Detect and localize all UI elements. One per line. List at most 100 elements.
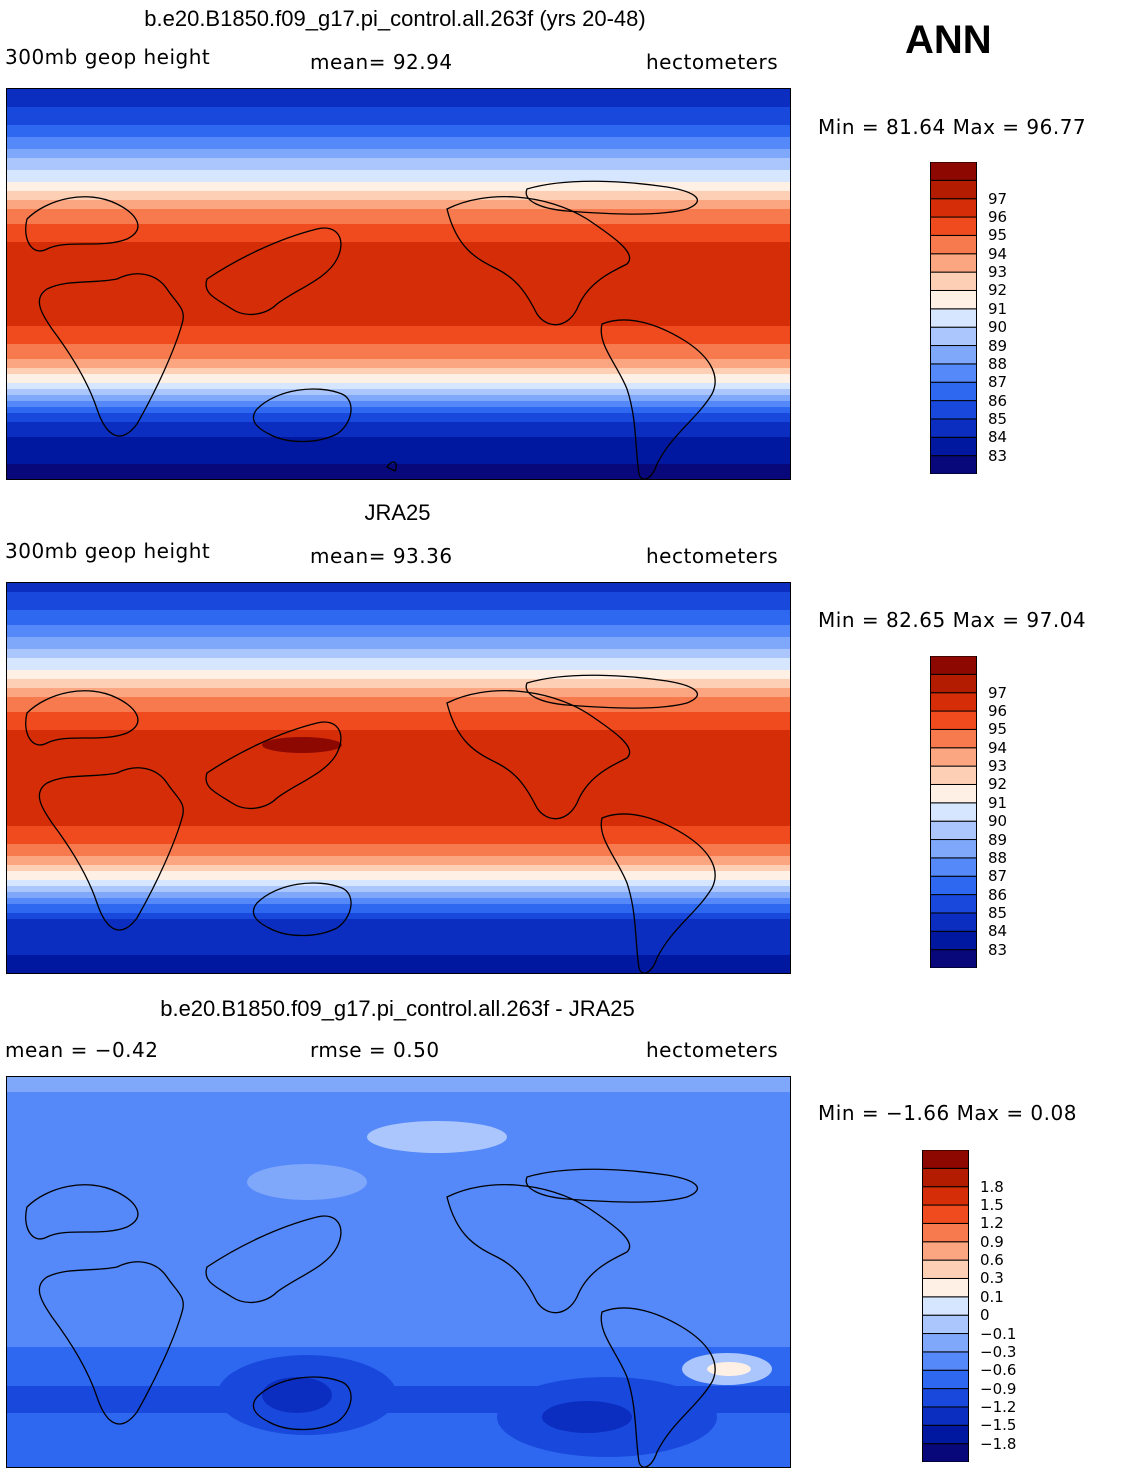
contour-band xyxy=(7,778,790,782)
contour-band xyxy=(7,970,790,973)
contour-band xyxy=(7,841,790,845)
contour-band xyxy=(7,347,790,351)
contour-band xyxy=(7,769,790,773)
contour-band xyxy=(7,392,790,396)
contour-band xyxy=(7,317,790,321)
panel1-minmax-label: Min = 81.64 Max = 96.77 xyxy=(818,115,1087,139)
colorbar-tick-label: 88 xyxy=(988,354,1008,373)
contour-band xyxy=(7,206,790,210)
contour-band xyxy=(7,829,790,833)
contour-band xyxy=(7,649,790,653)
colorbar-box xyxy=(930,418,977,438)
contour-band xyxy=(7,1155,790,1159)
contour-band xyxy=(7,763,790,767)
contour-band xyxy=(7,1389,790,1393)
contour-band xyxy=(7,1422,790,1426)
colorbar-box xyxy=(930,783,977,804)
contour-band xyxy=(7,167,790,171)
contour-band xyxy=(7,395,790,399)
colorbar-box xyxy=(922,1443,969,1462)
contour-band xyxy=(7,949,790,953)
contour-band xyxy=(7,1425,790,1429)
contour-band xyxy=(7,859,790,863)
contour-band xyxy=(7,155,790,159)
colorbar-tick-label: 95 xyxy=(988,720,1008,739)
contour-band xyxy=(7,1152,790,1156)
contour-band xyxy=(7,314,790,318)
colorbar-tick-label: 97 xyxy=(988,683,1008,702)
contour-band xyxy=(7,1203,790,1207)
contour-band xyxy=(7,215,790,219)
contour-band xyxy=(7,739,790,743)
colorbar-tick-label: 92 xyxy=(988,775,1008,794)
colorbar-box xyxy=(930,857,977,877)
colorbar-box xyxy=(930,345,977,365)
contour-band xyxy=(7,751,790,755)
contour-band xyxy=(7,925,790,929)
contour-band xyxy=(7,197,790,201)
contour-band xyxy=(7,658,790,662)
colorbar-box xyxy=(930,436,977,457)
contour-band xyxy=(7,1341,790,1345)
contour-band xyxy=(7,245,790,249)
contour-band xyxy=(7,904,790,908)
contour-band xyxy=(7,446,790,450)
contour-band xyxy=(7,1173,790,1177)
contour-band xyxy=(7,1182,790,1186)
colorbar-box xyxy=(930,765,977,785)
contour-band xyxy=(7,173,790,177)
panel1-map xyxy=(6,88,791,480)
contour-band xyxy=(7,598,790,602)
contour-band xyxy=(7,883,790,887)
contour-band xyxy=(7,910,790,914)
contour-band xyxy=(7,278,790,282)
contour-band xyxy=(7,1350,790,1354)
contour-band xyxy=(7,604,790,608)
contour-band xyxy=(7,1437,790,1441)
contour-band xyxy=(7,320,790,324)
contour-band xyxy=(7,1335,790,1339)
contour-band xyxy=(7,1236,790,1240)
contour-band xyxy=(7,419,790,423)
contour-band xyxy=(7,227,790,231)
contour-band xyxy=(7,332,790,336)
contour-band xyxy=(7,1092,790,1096)
contour-band xyxy=(7,119,790,123)
contour-band xyxy=(7,152,790,156)
contour-band xyxy=(7,661,790,665)
contour-band xyxy=(7,251,790,255)
contour-band xyxy=(7,1164,790,1168)
contour-band xyxy=(7,1302,790,1306)
contour-band xyxy=(7,455,790,459)
contour-band xyxy=(7,862,790,866)
contour-band xyxy=(7,679,790,683)
colorbar-box xyxy=(922,1406,969,1426)
colorbar-box xyxy=(930,802,977,822)
contour-band xyxy=(7,1230,790,1234)
contour-band xyxy=(7,209,790,213)
colorbar-box xyxy=(930,710,977,730)
colorbar-tick-label: 94 xyxy=(988,244,1008,263)
contour-band xyxy=(7,934,790,938)
contour-band xyxy=(7,1260,790,1264)
contour-band xyxy=(7,149,790,153)
panel2-colorbar-boxes xyxy=(930,656,977,968)
contour-band xyxy=(7,179,790,183)
contour-band xyxy=(7,592,790,596)
contour-band xyxy=(7,188,790,192)
contour-band xyxy=(7,664,790,668)
contour-band xyxy=(7,212,790,216)
contour-band xyxy=(7,673,790,677)
colorbar-box xyxy=(930,162,977,181)
contour-band xyxy=(7,1305,790,1309)
panel1-map-svg xyxy=(7,89,790,479)
contour-band xyxy=(7,793,790,797)
contour-band xyxy=(7,832,790,836)
contour-band xyxy=(7,1098,790,1102)
colorbar-box xyxy=(930,728,977,749)
contour-band xyxy=(7,760,790,764)
panel1-title: b.e20.B1850.f09_g17.pi_control.all.263f … xyxy=(144,6,646,31)
contour-band xyxy=(7,637,790,641)
colorbar-tick-label: 88 xyxy=(988,848,1008,867)
panel2-maximum-blob xyxy=(262,737,342,753)
